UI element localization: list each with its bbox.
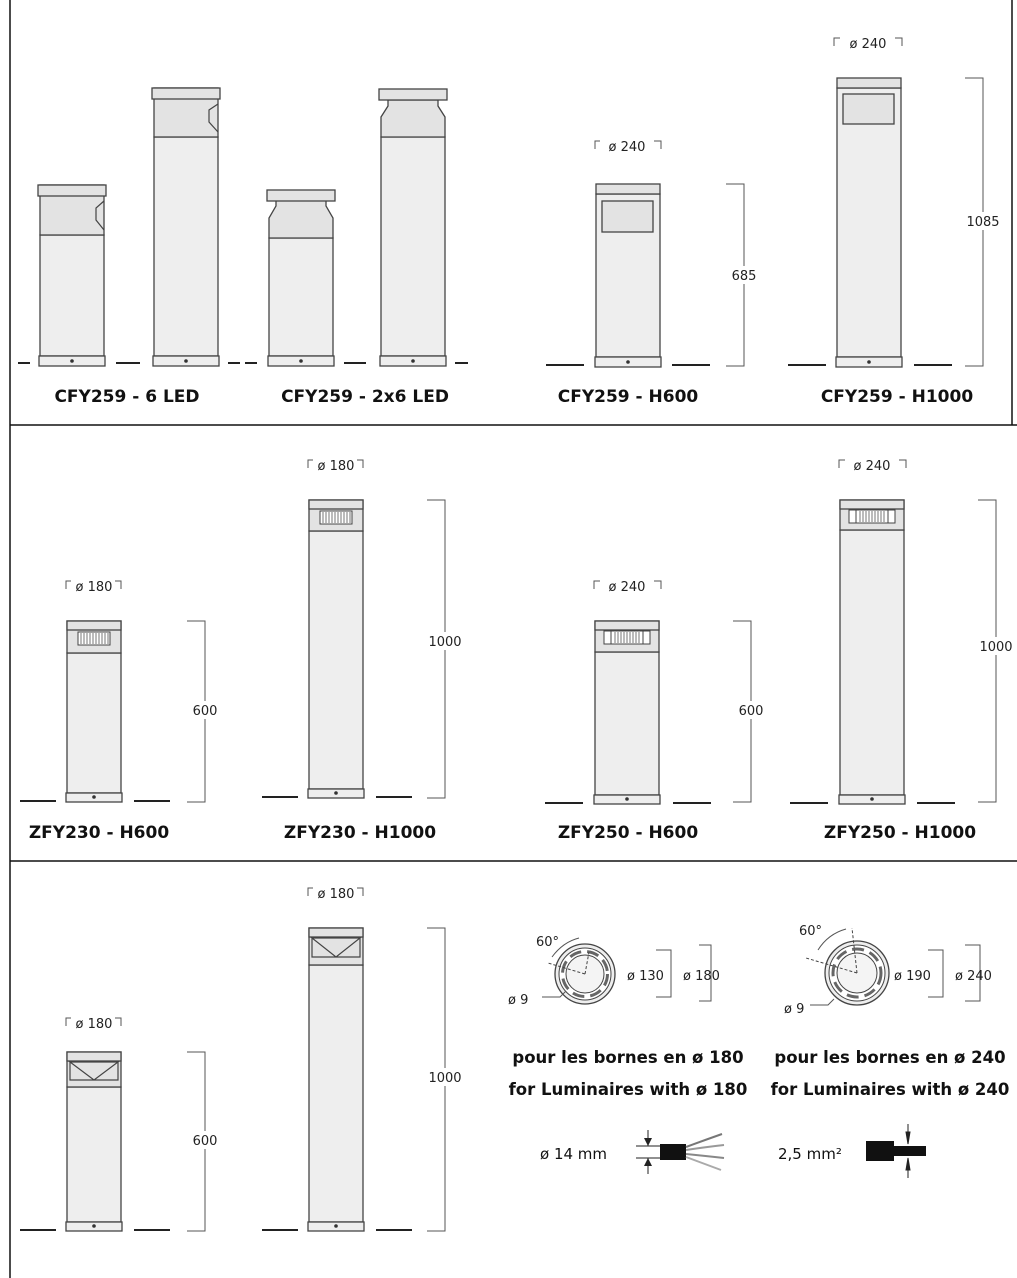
caption-cfy259-h600: CFY259 - H600: [558, 387, 699, 407]
note-small-french: pour les bornes en ø 180: [512, 1048, 743, 1067]
caption-zfy230-h600: ZFY230 - H600: [29, 823, 170, 843]
cable-diameter-label: ø 14 mm: [540, 1145, 607, 1163]
base-large-inner-diameter: ø 190: [894, 969, 931, 984]
base-small-inner-diameter: ø 130: [627, 969, 664, 984]
note-large-french: pour les bornes en ø 240: [774, 1048, 1005, 1067]
bollard-cfy259-h1000: [788, 77, 952, 368]
height-label-prism-1000: 1000: [428, 1071, 461, 1086]
caption-cfy259-h1000: CFY259 - H1000: [821, 387, 973, 407]
diameter-label-prism-h600: ø 180: [76, 1017, 113, 1032]
bollard-cfy259-h600: [546, 183, 710, 368]
sheet-frame: [9, 0, 1017, 1278]
diameter-label-zfy230-h600: ø 180: [76, 580, 113, 595]
caption-cfy259-2x6led: CFY259 - 2x6 LED: [281, 387, 449, 407]
caption-zfy230-h1000: ZFY230 - H1000: [284, 823, 436, 843]
bollard-zfy250-h1000: [790, 499, 955, 805]
bollard-zfy230-h600: [20, 620, 170, 803]
base-large-angle: 60°: [799, 924, 822, 939]
height-label-zfy250-1000: 1000: [979, 640, 1012, 655]
caption-cfy259-6led: CFY259 - 6 LED: [54, 387, 199, 407]
wire-section-label: 2,5 mm²: [778, 1145, 842, 1163]
diameter-label-prism-h1000: ø 180: [318, 887, 355, 902]
height-label-1085: 1085: [966, 215, 999, 230]
note-small-english: for Luminaires with ø 180: [509, 1080, 748, 1099]
bollard-cfy259-2x6led-small: [245, 189, 366, 367]
bollard-cfy259-6led-small: [18, 184, 136, 367]
base-large-outer-diameter: ø 240: [955, 969, 992, 984]
height-label-zfy230-1000: 1000: [428, 635, 461, 650]
height-label-685: 685: [732, 269, 757, 284]
height-label-zfy250-600: 600: [739, 704, 764, 719]
wire-section-icon: [866, 1124, 926, 1178]
bollard-prism-h600: [20, 1051, 170, 1232]
caption-zfy250-h1000: ZFY250 - H1000: [824, 823, 976, 843]
base-small-hole: ø 9: [508, 993, 528, 1008]
caption-zfy250-h600: ZFY250 - H600: [558, 823, 699, 843]
height-label-prism-600: 600: [193, 1134, 218, 1149]
diameter-label-cfy259-h1000: ø 240: [850, 37, 887, 52]
base-large-hole: ø 9: [784, 1002, 804, 1017]
bollard-zfy250-h600: [545, 620, 711, 805]
diameter-label-zfy250-h600: ø 240: [609, 580, 646, 595]
diameter-label-zfy230-h1000: ø 180: [318, 459, 355, 474]
bollard-cfy259-2x6led-tall: [352, 88, 468, 367]
note-large-english: for Luminaires with ø 240: [771, 1080, 1010, 1099]
base-small-outer-diameter: ø 180: [683, 969, 720, 984]
bollard-prism-h1000: [262, 927, 412, 1232]
diameter-label-zfy250-h1000: ø 240: [854, 459, 891, 474]
bollard-cfy259-6led-tall: [124, 87, 240, 367]
diameter-label-cfy259-h600: ø 240: [609, 140, 646, 155]
base-plate-small-diagram: [542, 937, 712, 1005]
bollard-zfy230-h1000: [262, 499, 412, 799]
base-small-angle: 60°: [536, 935, 559, 950]
cable-icon: [636, 1130, 725, 1174]
base-plate-large-diagram: [805, 927, 981, 1006]
height-label-zfy230-600: 600: [193, 704, 218, 719]
